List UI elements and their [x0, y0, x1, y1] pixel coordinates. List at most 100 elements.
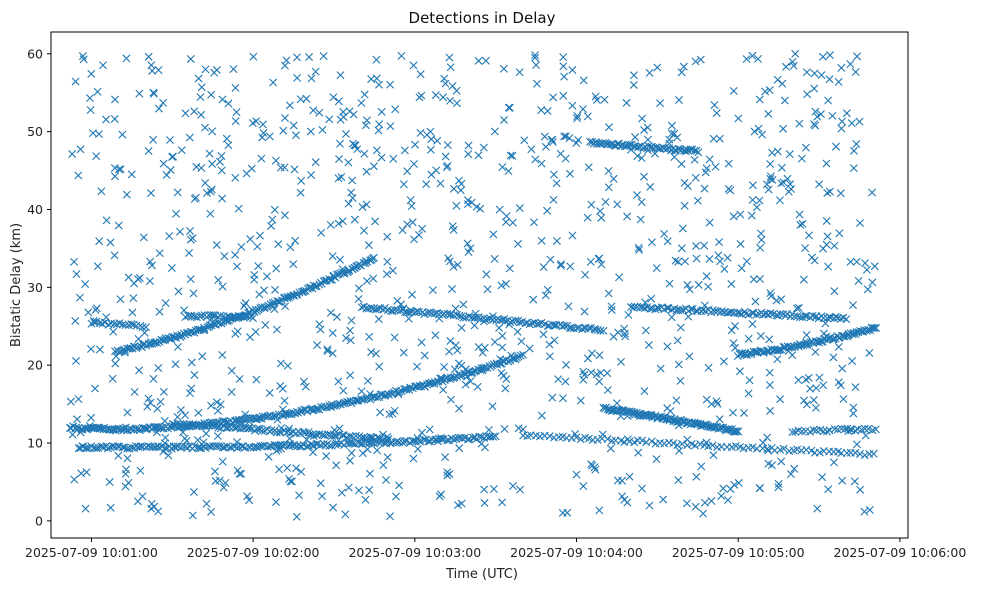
data-point: [554, 432, 563, 441]
data-point: [361, 495, 370, 504]
data-point: [748, 308, 757, 317]
data-point: [663, 304, 672, 313]
data-point: [232, 314, 241, 323]
data-point: [508, 218, 517, 227]
data-point: [691, 173, 700, 182]
data-point: [292, 464, 301, 473]
data-point: [178, 442, 187, 451]
data-point: [98, 319, 107, 328]
data-point: [250, 275, 259, 284]
data-point: [231, 329, 240, 338]
data-point: [543, 321, 552, 330]
data-point: [213, 406, 222, 415]
data-point: [531, 51, 540, 60]
data-point: [709, 134, 718, 143]
data-point: [757, 229, 765, 238]
data-point: [248, 314, 257, 323]
data-point: [381, 436, 390, 445]
data-point: [624, 310, 633, 319]
data-point: [809, 425, 818, 434]
data-point: [357, 98, 366, 107]
data-point: [794, 342, 803, 351]
data-point: [334, 377, 343, 386]
data-point: [798, 219, 807, 228]
data-point: [519, 350, 528, 359]
data-point: [790, 464, 799, 473]
data-point: [445, 470, 454, 479]
data-point: [295, 491, 304, 500]
data-point: [645, 68, 654, 77]
data-point: [560, 72, 569, 81]
data-point: [222, 134, 231, 143]
data-point: [489, 230, 498, 239]
data-point: [529, 295, 538, 304]
data-point: [85, 94, 94, 103]
data-point: [270, 205, 279, 214]
data-point: [358, 202, 367, 211]
data-point: [99, 442, 108, 451]
data-point: [680, 201, 689, 210]
data-point: [477, 439, 486, 448]
data-point: [188, 511, 197, 520]
data-point: [488, 315, 497, 324]
data-point: [232, 108, 241, 117]
data-point: [824, 262, 833, 271]
data-point: [215, 157, 224, 166]
data-point: [596, 326, 605, 335]
data-point: [836, 189, 845, 198]
data-point: [207, 90, 216, 99]
data-point: [508, 151, 517, 160]
data-point: [745, 376, 754, 385]
data-point: [115, 165, 124, 174]
data-point: [409, 454, 418, 463]
data-point: [801, 375, 810, 384]
data-point: [516, 351, 525, 360]
data-point: [285, 474, 294, 483]
data-point: [525, 320, 534, 329]
data-point: [93, 87, 102, 96]
data-point: [461, 380, 470, 389]
data-point: [835, 229, 844, 238]
data-point: [502, 212, 511, 221]
data-point: [207, 401, 216, 410]
data-point: [738, 349, 747, 358]
data-point: [407, 202, 416, 211]
data-point: [629, 408, 638, 417]
data-point: [556, 261, 565, 270]
data-point: [435, 492, 444, 501]
data-point: [481, 315, 490, 324]
data-point: [346, 371, 355, 380]
data-point: [527, 145, 536, 154]
data-point: [453, 260, 462, 269]
data-point: [364, 241, 373, 250]
data-point: [715, 238, 724, 247]
data-point: [851, 448, 860, 457]
data-point: [828, 335, 837, 344]
data-point: [218, 194, 227, 203]
data-point: [758, 130, 767, 139]
data-point: [505, 103, 514, 112]
data-point: [459, 313, 468, 322]
data-point: [395, 387, 404, 396]
data-point: [434, 437, 442, 446]
data-point: [501, 317, 510, 326]
data-point: [603, 369, 612, 378]
data-point: [411, 140, 420, 149]
data-point: [453, 346, 462, 355]
data-point: [138, 323, 147, 332]
data-point: [323, 347, 332, 356]
data-point: [705, 218, 714, 227]
data-point: [369, 274, 378, 283]
data-point: [319, 52, 328, 61]
data-point: [257, 154, 266, 163]
data-point: [219, 483, 228, 492]
data-point: [779, 124, 788, 133]
data-point: [433, 136, 442, 145]
data-point: [531, 53, 540, 62]
data-point: [161, 444, 170, 453]
data-point: [154, 363, 163, 372]
data-point: [354, 294, 363, 303]
data-point: [548, 320, 557, 329]
data-point: [231, 83, 240, 92]
data-point: [286, 243, 295, 252]
